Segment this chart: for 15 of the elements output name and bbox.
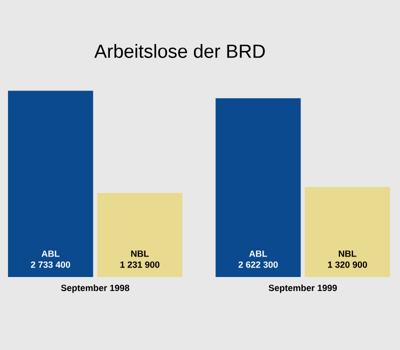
series-label: NBL — [131, 250, 149, 257]
data-label: 1 320 900 — [328, 261, 368, 268]
data-label: 2 622 300 — [238, 261, 278, 268]
bar — [8, 90, 94, 277]
bar — [97, 193, 182, 277]
chart-title: Arbeitslose der BRD — [94, 44, 265, 58]
text: ABL — [249, 250, 268, 257]
bar — [216, 98, 301, 277]
x-tick-label: September 1998 — [61, 284, 130, 293]
text: NBL — [338, 250, 356, 257]
x-tick-label: September 1999 — [268, 284, 337, 293]
series-label: ABL — [42, 250, 60, 257]
bar — [304, 186, 390, 277]
data-label: 1 231 900 — [120, 261, 160, 268]
data-label: 2 733 400 — [30, 261, 70, 268]
